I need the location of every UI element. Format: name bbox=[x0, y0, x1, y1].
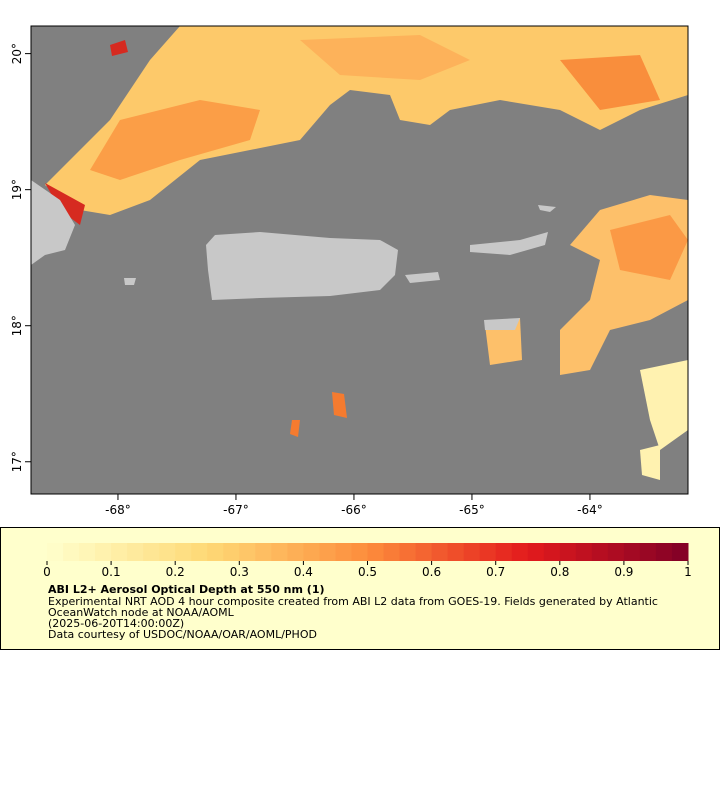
colorbar-step bbox=[671, 543, 689, 561]
x-tick-label: -68° bbox=[105, 503, 131, 517]
colorbar-step bbox=[111, 543, 128, 561]
colorbar-tick-label: 0.5 bbox=[358, 565, 377, 579]
colorbar-step bbox=[239, 543, 256, 561]
colorbar-step bbox=[303, 543, 320, 561]
colorbar-step bbox=[367, 543, 385, 561]
colorbar-tick-label: 1 bbox=[684, 565, 692, 579]
colorbar-step bbox=[319, 543, 336, 561]
colorbar-step bbox=[415, 543, 433, 561]
x-tick-label: -64° bbox=[577, 503, 603, 517]
colorbar-step bbox=[559, 543, 577, 561]
colorbar-tick-label: 0.1 bbox=[102, 565, 121, 579]
colorbar-step bbox=[511, 543, 529, 561]
x-tick-label: -66° bbox=[341, 503, 367, 517]
y-tick-label: 20° bbox=[10, 43, 24, 64]
colorbar-step bbox=[639, 543, 657, 561]
colorbar-step bbox=[447, 543, 465, 561]
colorbar-step bbox=[431, 543, 449, 561]
colorbar-step bbox=[95, 543, 112, 561]
colorbar-step bbox=[527, 543, 545, 561]
colorbar-tick-label: 0.8 bbox=[550, 565, 569, 579]
colorbar-step bbox=[495, 543, 513, 561]
colorbar-step bbox=[79, 543, 96, 561]
colorbar-step bbox=[159, 543, 176, 561]
colorbar-step bbox=[383, 543, 401, 561]
legend-line: Data courtesy of USDOC/NOAA/OAR/AOML/PHO… bbox=[48, 628, 317, 641]
colorbar-step bbox=[399, 543, 417, 561]
colorbar-step bbox=[255, 543, 272, 561]
x-tick-label: -65° bbox=[459, 503, 485, 517]
colorbar-step bbox=[575, 543, 593, 561]
colorbar-step bbox=[335, 543, 352, 561]
colorbar-step bbox=[287, 543, 304, 561]
aerosol-field bbox=[45, 26, 688, 480]
y-tick-label: 19° bbox=[10, 179, 24, 200]
colorbar-tick-label: 0.2 bbox=[166, 565, 185, 579]
colorbar-step bbox=[607, 543, 625, 561]
colorbar-tick-label: 0 bbox=[43, 565, 51, 579]
colorbar-step bbox=[175, 543, 192, 561]
legend-line: OceanWatch node at NOAA/AOML bbox=[48, 606, 235, 619]
colorbar-tick-label: 0.7 bbox=[486, 565, 505, 579]
colorbar-step bbox=[127, 543, 144, 561]
colorbar-step bbox=[143, 543, 160, 561]
y-tick-label: 17° bbox=[10, 451, 24, 472]
land bbox=[31, 180, 556, 330]
colorbar-step bbox=[271, 543, 288, 561]
colorbar-step bbox=[463, 543, 481, 561]
colorbar-step bbox=[207, 543, 224, 561]
y-tick-label: 18° bbox=[10, 315, 24, 336]
legend-line: (2025-06-20T14:00:00Z) bbox=[48, 617, 184, 630]
colorbar-tick-label: 0.3 bbox=[230, 565, 249, 579]
colorbar-step bbox=[479, 543, 497, 561]
colorbar-tick-label: 0.6 bbox=[422, 565, 441, 579]
colorbar-tick-label: 0.9 bbox=[614, 565, 633, 579]
colorbar-step bbox=[47, 543, 64, 561]
colorbar-step bbox=[351, 543, 368, 561]
colorbar-step bbox=[543, 543, 561, 561]
colorbar-step bbox=[655, 543, 673, 561]
colorbar-step bbox=[63, 543, 80, 561]
legend-title: ABI L2+ Aerosol Optical Depth at 550 nm … bbox=[48, 583, 325, 596]
legend-line: Experimental NRT AOD 4 hour composite cr… bbox=[48, 595, 658, 608]
colorbar-step bbox=[591, 543, 609, 561]
colorbar-tick-label: 0.4 bbox=[294, 565, 313, 579]
colorbar-step bbox=[623, 543, 641, 561]
colorbar-step bbox=[191, 543, 208, 561]
map-frame bbox=[30, 25, 689, 495]
colorbar-step bbox=[223, 543, 240, 561]
x-tick-label: -67° bbox=[223, 503, 249, 517]
